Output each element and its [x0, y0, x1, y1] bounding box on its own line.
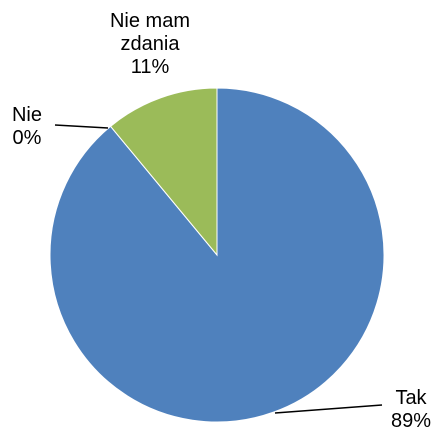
slice-value: 0%: [12, 127, 42, 149]
slice-label: Nie 0%: [2, 104, 52, 150]
slice-value: 11%: [130, 56, 170, 78]
leader-line: [54, 124, 109, 129]
slice-name: Nie mam zdania: [109, 10, 190, 55]
slice-name: Tak: [395, 387, 427, 409]
slice-name: Nie: [11, 104, 42, 126]
slice-label: Tak 89%: [380, 387, 442, 433]
slice-label: Nie mam zdania 11%: [100, 10, 200, 79]
leader-line: [274, 404, 383, 414]
slice-value: 89%: [390, 410, 432, 432]
pie-slice: [109, 87, 218, 257]
